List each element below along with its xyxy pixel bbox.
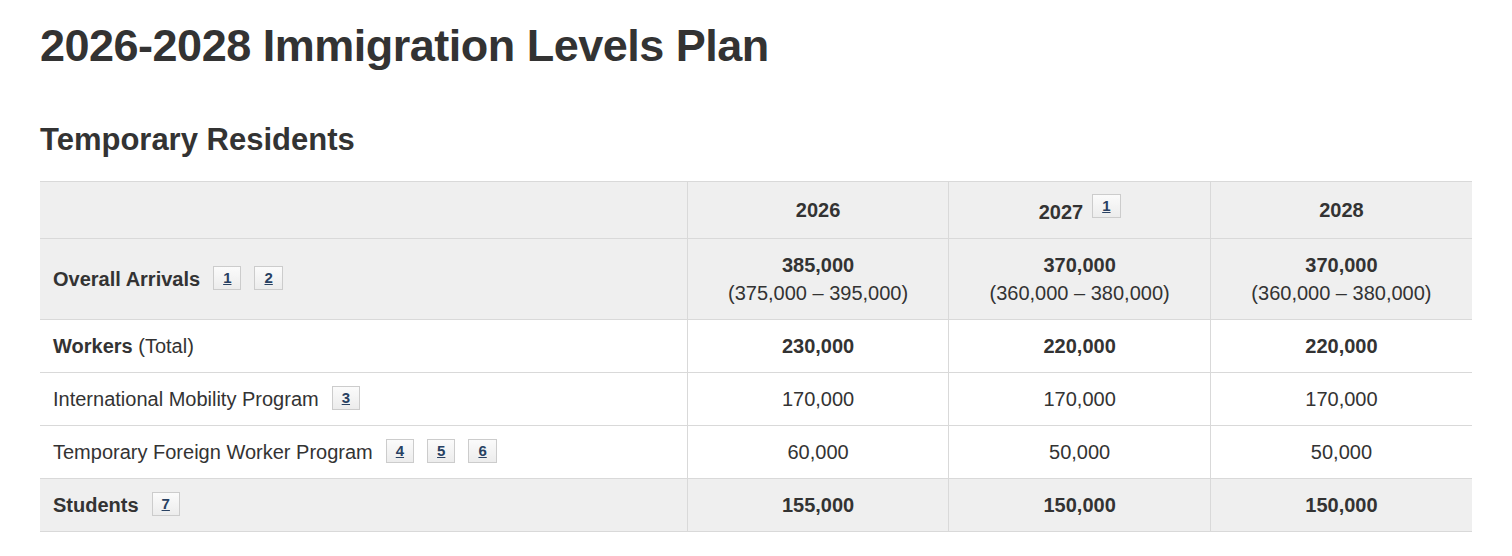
- cell-value: 60,000: [702, 438, 935, 466]
- table-header-row: 2026 2027 1 2028: [40, 181, 1472, 238]
- cell-value: 170,000: [702, 385, 935, 413]
- row-label-cell: Temporary Foreign Worker Program 456: [40, 425, 687, 478]
- cell-value: 220,000: [1225, 332, 1458, 360]
- cell-imp-2027: 170,000: [949, 372, 1211, 425]
- cell-value: 150,000: [963, 491, 1196, 519]
- cell-range: (360,000 – 380,000): [963, 279, 1196, 307]
- row-label: Workers: [53, 335, 133, 357]
- header-year-2028: 2028: [1210, 181, 1472, 238]
- cell-imp-2028: 170,000: [1210, 372, 1472, 425]
- cell-workers-2028: 220,000: [1210, 319, 1472, 372]
- year-label: 2026: [796, 199, 841, 221]
- row-label-cell: Students 7: [40, 478, 687, 531]
- page-title: 2026-2028 Immigration Levels Plan: [40, 22, 1472, 71]
- header-year-2027: 2027 1: [949, 181, 1211, 238]
- cell-value: 220,000: [963, 332, 1196, 360]
- year-label: 2028: [1319, 199, 1364, 221]
- footnote-link[interactable]: 6: [468, 439, 496, 463]
- table-row-international-mobility-program: International Mobility Program3 170,000 …: [40, 372, 1472, 425]
- page: 2026-2028 Immigration Levels Plan Tempor…: [0, 22, 1512, 532]
- footnote-link[interactable]: 1: [1092, 194, 1120, 218]
- cell-students-2027: 150,000: [949, 478, 1211, 531]
- cell-value: 50,000: [963, 438, 1196, 466]
- cell-value: 170,000: [963, 385, 1196, 413]
- row-label: International Mobility Program: [53, 388, 319, 410]
- row-label-cell: Workers (Total): [40, 319, 687, 372]
- footnote-link[interactable]: 1: [213, 266, 241, 290]
- cell-tfwp-2026: 60,000: [687, 425, 949, 478]
- cell-overall-2028: 370,000 (360,000 – 380,000): [1210, 238, 1472, 319]
- row-label-cell: Overall Arrivals 12: [40, 238, 687, 319]
- table-row-students: Students 7 155,000 150,000 150,000: [40, 478, 1472, 531]
- table-row-overall-arrivals: Overall Arrivals 12 385,000 (375,000 – 39…: [40, 238, 1472, 319]
- footnote-link[interactable]: 4: [386, 439, 414, 463]
- row-label: Overall Arrivals: [53, 268, 200, 290]
- header-empty-cell: [40, 181, 687, 238]
- cell-tfwp-2027: 50,000: [949, 425, 1211, 478]
- cell-value: 170,000: [1225, 385, 1458, 413]
- cell-range: (360,000 – 380,000): [1225, 279, 1458, 307]
- cell-value: 385,000: [702, 251, 935, 279]
- table-row-temporary-foreign-worker-program: Temporary Foreign Worker Program 456 60,0…: [40, 425, 1472, 478]
- year-label: 2027: [1039, 201, 1084, 223]
- cell-value: 50,000: [1225, 438, 1458, 466]
- cell-value: 230,000: [702, 332, 935, 360]
- footnote-link[interactable]: 3: [332, 386, 360, 410]
- cell-tfwp-2028: 50,000: [1210, 425, 1472, 478]
- header-year-2026: 2026: [687, 181, 949, 238]
- footnote-link[interactable]: 2: [254, 266, 282, 290]
- cell-workers-2027: 220,000: [949, 319, 1211, 372]
- footnote-link[interactable]: 7: [152, 492, 180, 516]
- table-row-workers-total: Workers (Total) 230,000 220,000 220,000: [40, 319, 1472, 372]
- cell-students-2028: 150,000: [1210, 478, 1472, 531]
- cell-students-2026: 155,000: [687, 478, 949, 531]
- cell-value: 150,000: [1225, 491, 1458, 519]
- footnote-link[interactable]: 5: [427, 439, 455, 463]
- row-label-suffix: (Total): [133, 335, 194, 357]
- row-label: Temporary Foreign Worker Program: [53, 441, 373, 463]
- temporary-residents-table: 2026 20271 2028 Overall Arrivals12 385,0…: [40, 181, 1472, 532]
- cell-workers-2026: 230,000: [687, 319, 949, 372]
- cell-overall-2027: 370,000 (360,000 – 380,000): [949, 238, 1211, 319]
- section-heading: Temporary Residents: [40, 123, 1472, 157]
- cell-range: (375,000 – 395,000): [702, 279, 935, 307]
- cell-value: 370,000: [1225, 251, 1458, 279]
- cell-value: 370,000: [963, 251, 1196, 279]
- cell-overall-2026: 385,000 (375,000 – 395,000): [687, 238, 949, 319]
- cell-imp-2026: 170,000: [687, 372, 949, 425]
- row-label-cell: International Mobility Program 3: [40, 372, 687, 425]
- cell-value: 155,000: [702, 491, 935, 519]
- row-label: Students: [53, 494, 139, 516]
